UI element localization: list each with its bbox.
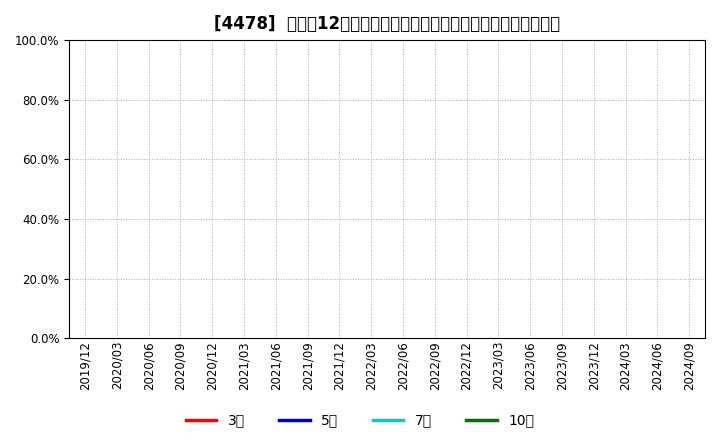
- Legend: 3年, 5年, 7年, 10年: 3年, 5年, 7年, 10年: [180, 408, 540, 433]
- Title: [4478]  売上高12か月移動合計の対前年同期増減率の平均値の推移: [4478] 売上高12か月移動合計の対前年同期増減率の平均値の推移: [214, 15, 560, 33]
